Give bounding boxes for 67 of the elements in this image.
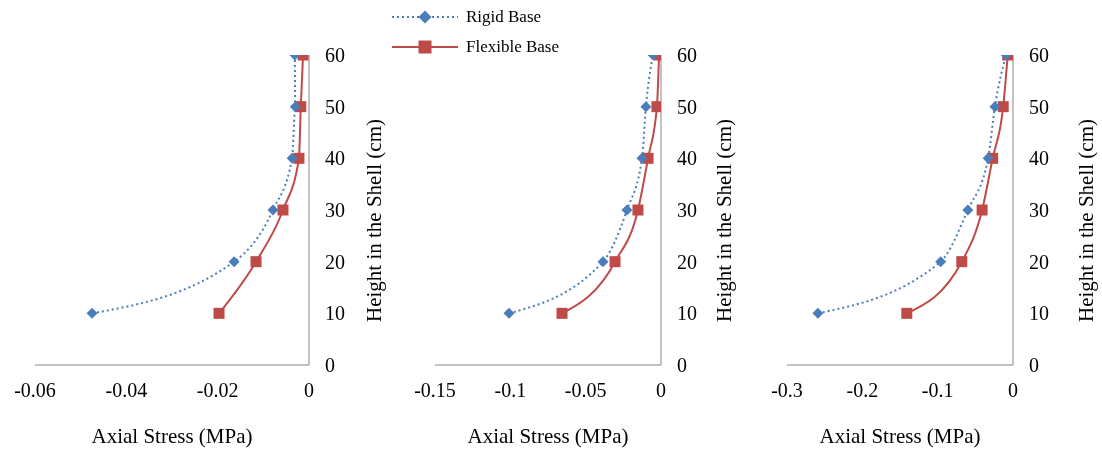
- y-tick-label: 30: [325, 199, 345, 222]
- y-axis-title: Height in the Shell (cm): [711, 118, 737, 322]
- point: [277, 204, 289, 216]
- point: [636, 152, 648, 164]
- y-tick-label: 60: [325, 44, 345, 67]
- y-tick-label: 0: [325, 354, 335, 377]
- point: [982, 152, 994, 164]
- x-tick-label: -0.1: [494, 379, 527, 402]
- point: [286, 152, 298, 164]
- point: [997, 101, 1009, 113]
- y-tick-label: 60: [1029, 44, 1049, 67]
- point: [86, 307, 98, 319]
- point: [956, 256, 968, 268]
- y-tick-label: 50: [325, 95, 345, 118]
- y-tick-label: 20: [1029, 250, 1049, 273]
- point: [976, 204, 988, 216]
- x-tick-label: -0.05: [564, 379, 607, 402]
- point: [609, 256, 621, 268]
- point: [962, 204, 974, 216]
- point: [935, 256, 947, 268]
- y-tick-label: 40: [677, 147, 697, 170]
- y-tick-label: 30: [1029, 199, 1049, 222]
- legend-label: Rigid Base: [466, 7, 542, 27]
- y-tick-label: 60: [677, 44, 697, 67]
- y-tick-label: 50: [1029, 95, 1049, 118]
- x-axis-title: Axial Stress (MPa): [467, 424, 629, 448]
- x-tick-label: 0: [304, 379, 314, 402]
- x-tick-label: -0.2: [846, 379, 879, 402]
- point: [621, 204, 633, 216]
- point: [267, 204, 279, 216]
- x-tick-label: -0.15: [414, 379, 456, 402]
- y-tick-label: 10: [677, 302, 697, 325]
- point: [651, 101, 661, 113]
- x-tick-label: 0: [656, 379, 666, 402]
- point: [989, 101, 1001, 113]
- y-tick-label: 40: [325, 147, 345, 170]
- y-axis-title: Height in the Shell (cm): [361, 118, 387, 322]
- x-axis-title: Axial Stress (MPa): [91, 424, 253, 448]
- y-tick-label: 0: [1029, 354, 1039, 377]
- x-tick-label: 0: [1008, 379, 1018, 402]
- y-tick-label: 20: [677, 250, 697, 273]
- y-tick-label: 30: [677, 199, 697, 222]
- point: [503, 307, 515, 319]
- y-tick-label: 0: [677, 354, 687, 377]
- y-tick-label: 50: [677, 95, 697, 118]
- x-tick-label: -0.3: [771, 379, 803, 402]
- x-tick-label: -0.1: [921, 379, 954, 402]
- point: [901, 307, 913, 319]
- x-tick-label: -0.06: [14, 379, 56, 402]
- point: [632, 204, 644, 216]
- point: [597, 256, 609, 268]
- y-tick-label: 20: [325, 250, 345, 273]
- y-tick-label: 10: [325, 302, 345, 325]
- point: [213, 307, 225, 319]
- point: [250, 256, 262, 268]
- point: [640, 101, 652, 113]
- point: [556, 307, 568, 319]
- y-tick-label: 40: [1029, 147, 1049, 170]
- y-axis-title: Height in the Shell (cm): [1073, 118, 1099, 322]
- x-tick-label: -0.02: [196, 379, 239, 402]
- point: [228, 256, 240, 268]
- x-axis-title: Axial Stress (MPa): [819, 424, 981, 448]
- y-tick-label: 10: [1029, 302, 1049, 325]
- point: [812, 307, 824, 319]
- x-tick-label: -0.04: [105, 379, 148, 402]
- point: [289, 101, 301, 113]
- legend-label: Flexible Base: [466, 37, 560, 57]
